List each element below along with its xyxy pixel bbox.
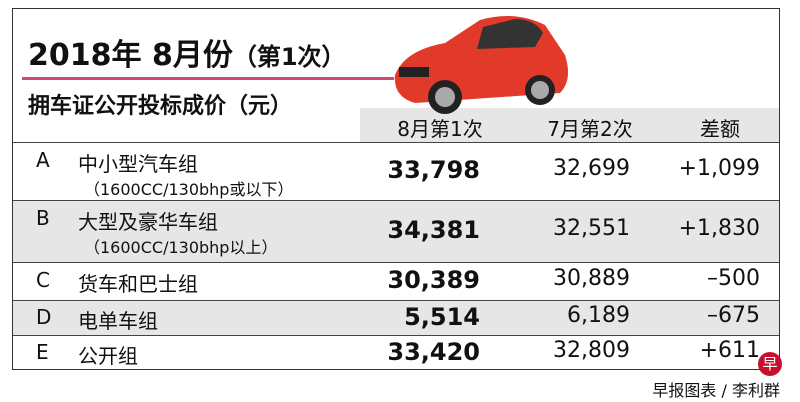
- row-value: –500: [707, 266, 760, 291]
- column-header: 8月第1次: [397, 117, 483, 141]
- row-value: 32,551: [553, 216, 630, 241]
- car-illustration: [394, 16, 569, 114]
- row-spec: （1600CC/130bhp以上）: [84, 238, 278, 257]
- row-value: 30,889: [553, 266, 630, 291]
- row-value: 33,798: [387, 156, 480, 184]
- row-name: 电单车组: [78, 308, 158, 333]
- logo: 早: [758, 352, 782, 376]
- row-value: 30,389: [387, 266, 480, 294]
- column-header: 7月第2次: [547, 117, 633, 141]
- table-row: [13, 300, 779, 336]
- row-code: D: [36, 304, 52, 329]
- row-code: B: [36, 206, 50, 230]
- row-name: 中小型汽车组: [78, 152, 198, 176]
- title-note: （第1次）: [232, 43, 346, 71]
- row-value: +611: [699, 337, 760, 363]
- table-row: [13, 200, 779, 263]
- row-name: 大型及豪华车组: [78, 210, 218, 234]
- row-value: 6,189: [567, 302, 630, 328]
- row-value: –675: [707, 302, 760, 328]
- credit: 早报图表 / 李利群: [652, 381, 780, 400]
- title: 2018年 8月份（第1次）: [28, 30, 346, 74]
- table-row: [13, 142, 779, 201]
- row-value: +1,830: [678, 216, 760, 241]
- row-name: 货车和巴士组: [78, 272, 198, 296]
- title-rule: [22, 77, 394, 80]
- row-value: 32,809: [553, 337, 630, 363]
- row-value: 32,699: [553, 156, 630, 181]
- row-name: 公开组: [78, 343, 138, 368]
- title-text: 2018年 8月份: [28, 38, 233, 73]
- row-code: C: [36, 268, 50, 292]
- header-band: [360, 108, 779, 142]
- row-value: +1,099: [678, 156, 760, 181]
- row-spec: （1600CC/130bhp或以下）: [84, 180, 294, 199]
- row-code: E: [36, 339, 49, 364]
- subtitle: 拥车证公开投标成价（元）: [28, 94, 293, 119]
- row-value: 33,420: [387, 337, 480, 366]
- row-code: A: [36, 148, 50, 172]
- table-row: [13, 262, 779, 301]
- column-header: 差额: [700, 117, 740, 141]
- row-value: 34,381: [387, 216, 480, 244]
- table-row: [13, 335, 779, 371]
- table-frame: [12, 8, 780, 370]
- row-value: 5,514: [404, 302, 480, 331]
